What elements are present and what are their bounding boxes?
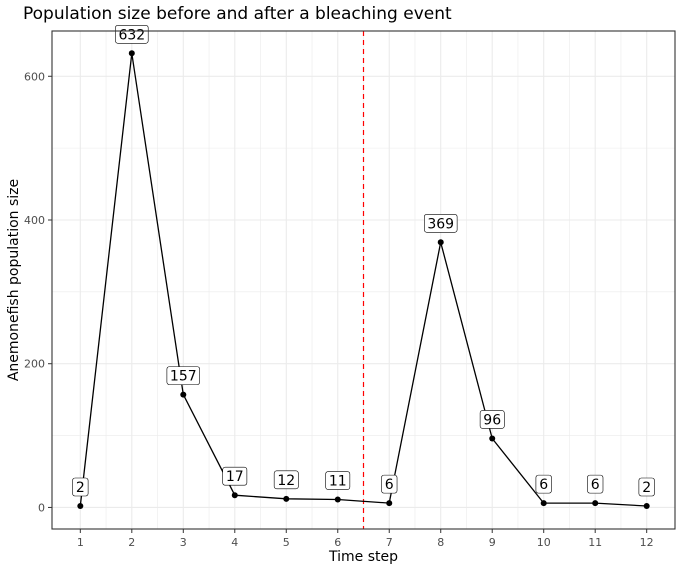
x-tick-label: 4 bbox=[231, 536, 238, 549]
data-label: 6 bbox=[381, 474, 398, 494]
data-label-box bbox=[535, 474, 552, 494]
x-tick-label: 12 bbox=[640, 536, 654, 549]
data-label-text: 12 bbox=[277, 473, 295, 489]
data-label-text: 17 bbox=[226, 469, 244, 485]
data-label: 11 bbox=[325, 471, 351, 490]
data-point bbox=[334, 496, 341, 503]
chart-title: Population size before and after a bleac… bbox=[23, 4, 452, 24]
data-label-box bbox=[72, 477, 89, 497]
data-point bbox=[489, 435, 496, 442]
data-label-text: 2 bbox=[76, 480, 85, 496]
data-label: 6 bbox=[587, 474, 604, 494]
data-point bbox=[180, 391, 187, 398]
data-point bbox=[437, 239, 444, 246]
data-label-box bbox=[273, 470, 299, 490]
data-label-text: 369 bbox=[427, 216, 454, 232]
data-label: 96 bbox=[479, 410, 505, 429]
data-label-text: 11 bbox=[329, 474, 347, 490]
data-point bbox=[283, 495, 290, 502]
data-point bbox=[77, 503, 84, 510]
data-label: 157 bbox=[166, 366, 200, 385]
x-tick-label: 9 bbox=[489, 536, 496, 549]
data-label: 17 bbox=[222, 466, 248, 486]
x-tick-label: 8 bbox=[437, 536, 444, 549]
data-label-text: 6 bbox=[539, 477, 548, 493]
x-tick-label: 11 bbox=[588, 536, 602, 549]
data-label-text: 6 bbox=[385, 477, 394, 493]
x-tick-label: 5 bbox=[283, 536, 290, 549]
data-label-box bbox=[381, 474, 398, 494]
x-tick-label: 7 bbox=[386, 536, 393, 549]
y-tick-label: 200 bbox=[24, 358, 45, 371]
data-label-text: 96 bbox=[483, 412, 501, 428]
data-label-box bbox=[424, 213, 458, 233]
x-tick-label: 10 bbox=[537, 536, 551, 549]
data-point bbox=[540, 500, 547, 507]
x-axis-title: Time step bbox=[328, 549, 398, 565]
y-tick-label: 400 bbox=[24, 214, 45, 227]
series-line bbox=[79, 53, 647, 507]
x-tick-label: 2 bbox=[128, 536, 135, 549]
data-label-box bbox=[638, 477, 655, 497]
data-label-box bbox=[222, 466, 248, 486]
data-label-text: 6 bbox=[591, 477, 600, 493]
data-label-box bbox=[325, 471, 351, 490]
data-label: 2 bbox=[72, 477, 89, 497]
panel-border-layer bbox=[51, 30, 676, 530]
y-tick-label: 600 bbox=[24, 70, 45, 83]
data-label-box bbox=[166, 366, 200, 385]
data-point bbox=[386, 500, 393, 507]
data-label: 12 bbox=[273, 470, 299, 490]
data-points-layer bbox=[77, 50, 650, 510]
data-point bbox=[128, 50, 135, 57]
data-label-text: 2 bbox=[642, 480, 651, 496]
data-label: 6 bbox=[535, 474, 552, 494]
data-label-box bbox=[479, 410, 505, 429]
panel-border bbox=[51, 30, 676, 530]
y-tick-label: 0 bbox=[38, 501, 45, 514]
data-label-text: 632 bbox=[118, 27, 145, 43]
data-label: 2 bbox=[638, 477, 655, 497]
data-point bbox=[592, 500, 599, 507]
x-tick-label: 1 bbox=[77, 536, 84, 549]
data-point bbox=[231, 492, 238, 499]
data-label-box bbox=[587, 474, 604, 494]
y-axis-title: Anemonefish population size bbox=[6, 179, 22, 381]
series-line-layer bbox=[79, 53, 647, 507]
data-label-text: 157 bbox=[170, 369, 197, 385]
x-tick-label: 6 bbox=[334, 536, 341, 549]
data-label-box bbox=[115, 24, 149, 44]
data-point bbox=[643, 503, 650, 510]
x-tick-label: 3 bbox=[180, 536, 187, 549]
data-label: 369 bbox=[424, 213, 458, 233]
data-label: 632 bbox=[115, 24, 149, 44]
